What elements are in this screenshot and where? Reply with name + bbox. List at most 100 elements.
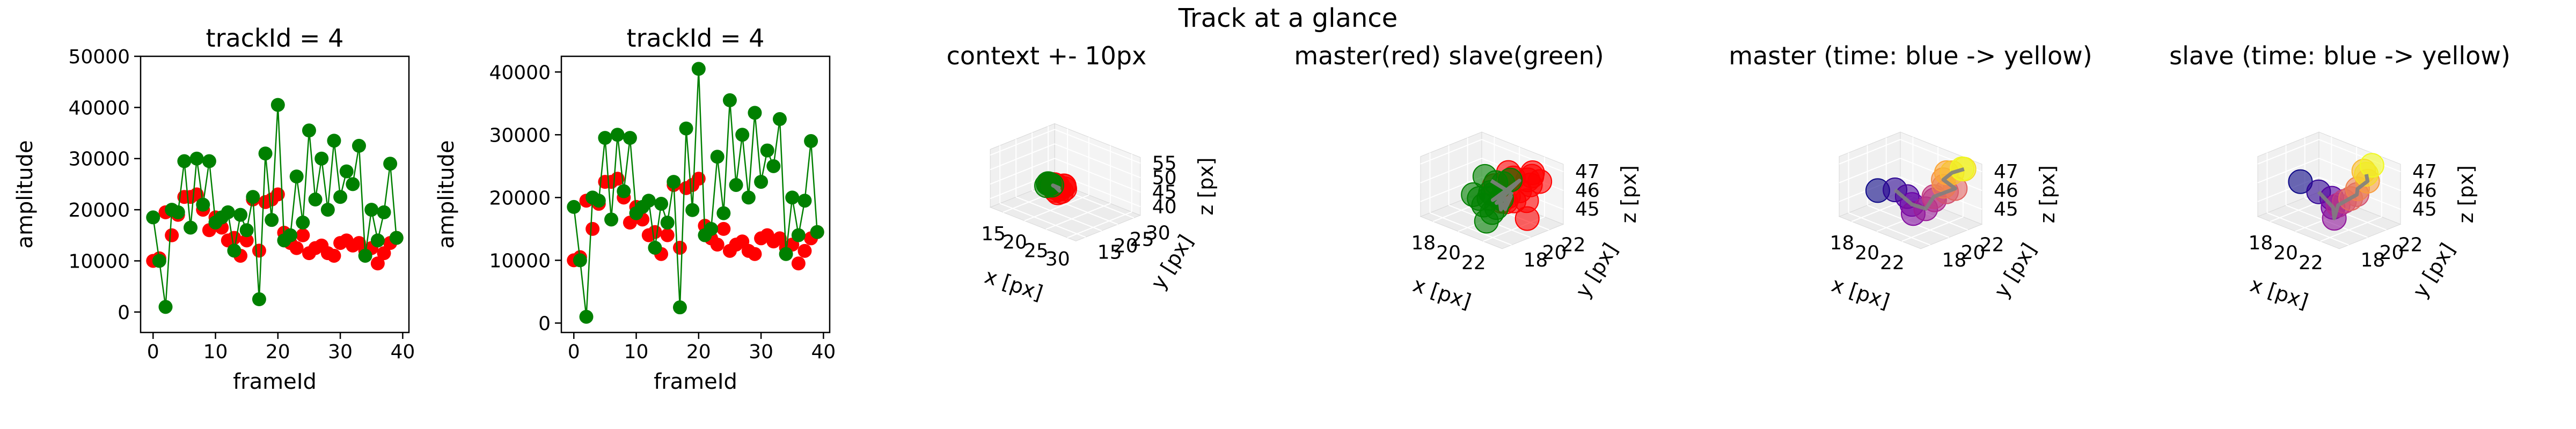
data-point (748, 106, 762, 120)
grid-line (990, 158, 1055, 185)
data-point (227, 243, 241, 258)
z-tick-label: 47 (1575, 161, 1600, 183)
y-axis-label: amplitude (13, 140, 38, 248)
x-tick-label: 22 (1461, 252, 1486, 274)
data-point (158, 300, 173, 314)
y-tick-label: 20 (2380, 242, 2404, 264)
data-point (165, 228, 179, 242)
data-point (246, 190, 260, 204)
grid-line (990, 143, 1055, 171)
grid-line (1054, 143, 1141, 179)
grid-line (1481, 139, 1564, 173)
x-tick-label: 20 (1855, 242, 1879, 264)
data-point (289, 241, 304, 255)
3d-panel-4: slave (time: blue -> yellow)18 20 22 182022… (2169, 41, 2511, 313)
z-tick-label: 45 (1575, 198, 1600, 220)
scatter-panel-1: trackId = 4 0 10 20 30 40 0 10000 20000 30000 4000… (13, 24, 415, 394)
data-point (623, 131, 637, 145)
grid-line (1024, 194, 1089, 221)
z-tick-label: 46 (2412, 180, 2437, 202)
chart-title: trackId = 4 (206, 24, 344, 53)
y-tick-label: 18 (2361, 249, 2385, 271)
z-tick-label: 45 (1152, 181, 1177, 203)
y-tick-label: 30000 (489, 124, 551, 146)
z-tick-label: 47 (1994, 161, 2018, 183)
series-line (573, 69, 818, 317)
data-point (227, 231, 241, 245)
data-point (146, 210, 160, 225)
y-tick-label: 30000 (68, 149, 130, 171)
figure-suptitle: Track at a glance (1178, 3, 1398, 33)
x-axis-label: x [px] (2248, 272, 2311, 313)
trajectory-line (1893, 167, 1965, 211)
data-point (791, 256, 806, 271)
grid-line (1430, 212, 1512, 246)
data-point (377, 246, 391, 261)
x-axis-label: frameId (654, 369, 737, 394)
x-tick-label: 22 (2299, 252, 2323, 274)
data-point (716, 221, 731, 236)
x-tick-label: 30 (749, 341, 773, 363)
grid-line (1045, 203, 1111, 230)
data-point (308, 193, 323, 207)
z-tick-label: 45 (2412, 198, 2437, 220)
grid-line (990, 129, 1055, 156)
y-tick-label: 20 (1542, 242, 1567, 264)
data-point (2359, 153, 2384, 178)
grid-line (1015, 196, 1102, 232)
y-tick-label: 0 (118, 302, 130, 324)
data-point (779, 247, 793, 261)
data-point (660, 228, 675, 242)
chart-title: master (time: blue -> yellow) (1729, 41, 2092, 70)
data-point (754, 175, 769, 189)
data-point (660, 216, 675, 230)
data-point (804, 134, 818, 149)
data-point (748, 247, 762, 261)
panels: trackId = 40 10 20 30 4001000020000300004000… (13, 24, 2511, 394)
grid-line (2257, 139, 2319, 165)
z-tick-label: 50 (1152, 167, 1177, 189)
data-point (171, 205, 185, 219)
z-axis-label: z [px] (1617, 165, 1641, 223)
y-tick-label: 18 (1942, 249, 1967, 271)
data-point (283, 228, 298, 242)
data-point (270, 98, 285, 112)
grid-line (1420, 139, 1482, 165)
x-tick-label: 18 (1411, 232, 1436, 254)
z-tick-label: 46 (1994, 180, 2018, 202)
data-point (610, 128, 625, 142)
data-point (289, 169, 304, 184)
chart-title: master(red) slave(green) (1294, 41, 1604, 70)
data-point (370, 233, 385, 248)
data-point (691, 62, 706, 76)
data-point (252, 243, 266, 258)
x-tick-label: 30 (328, 341, 353, 363)
data-point (152, 254, 166, 268)
data-point (1514, 206, 1540, 231)
x-tick-label: 18 (2248, 232, 2273, 254)
data-point (654, 197, 669, 211)
chart-title: context +- 10px (947, 41, 1147, 70)
z-tick-label: 47 (2412, 161, 2437, 183)
y-tick-label: 40000 (68, 97, 130, 119)
data-point (598, 131, 612, 145)
x-axis-label: x [px] (982, 264, 1046, 305)
x-tick-label: 22 (1880, 252, 1905, 274)
trajectory-line (2317, 174, 2370, 220)
data-point (641, 194, 656, 208)
x-tick-label: 20 (266, 341, 290, 363)
data-point (184, 220, 198, 235)
data-point (766, 159, 781, 173)
y-tick-label: 22 (1561, 234, 1586, 256)
y-tick-label: 18 (1524, 249, 1548, 271)
data-point (177, 154, 192, 168)
x-tick-label: 10 (624, 341, 649, 363)
x-axis-label: frameId (233, 369, 317, 394)
y-axis-label: amplitude (434, 140, 459, 248)
data-point (339, 164, 354, 179)
x-axis-label: x [px] (1829, 272, 1893, 313)
data-point (296, 215, 310, 230)
data-point (760, 143, 774, 158)
